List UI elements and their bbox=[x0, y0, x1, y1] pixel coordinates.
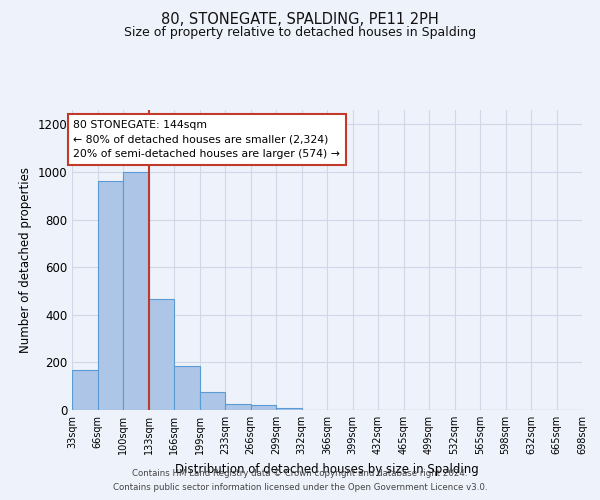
Bar bbox=[199, 392, 225, 410]
Bar bbox=[174, 366, 199, 410]
Text: Contains public sector information licensed under the Open Government Licence v3: Contains public sector information licen… bbox=[113, 484, 487, 492]
Bar bbox=[149, 300, 174, 410]
Text: Contains HM Land Registry data © Crown copyright and database right 2024.: Contains HM Land Registry data © Crown c… bbox=[132, 468, 468, 477]
Bar bbox=[72, 370, 97, 410]
Bar bbox=[225, 404, 251, 410]
Text: 80 STONEGATE: 144sqm
← 80% of detached houses are smaller (2,324)
20% of semi-de: 80 STONEGATE: 144sqm ← 80% of detached h… bbox=[73, 120, 340, 159]
Bar bbox=[97, 182, 123, 410]
Bar bbox=[123, 172, 149, 410]
Bar bbox=[276, 408, 302, 410]
X-axis label: Distribution of detached houses by size in Spalding: Distribution of detached houses by size … bbox=[175, 462, 479, 475]
Text: 80, STONEGATE, SPALDING, PE11 2PH: 80, STONEGATE, SPALDING, PE11 2PH bbox=[161, 12, 439, 28]
Text: Size of property relative to detached houses in Spalding: Size of property relative to detached ho… bbox=[124, 26, 476, 39]
Bar bbox=[251, 405, 276, 410]
Y-axis label: Number of detached properties: Number of detached properties bbox=[19, 167, 32, 353]
